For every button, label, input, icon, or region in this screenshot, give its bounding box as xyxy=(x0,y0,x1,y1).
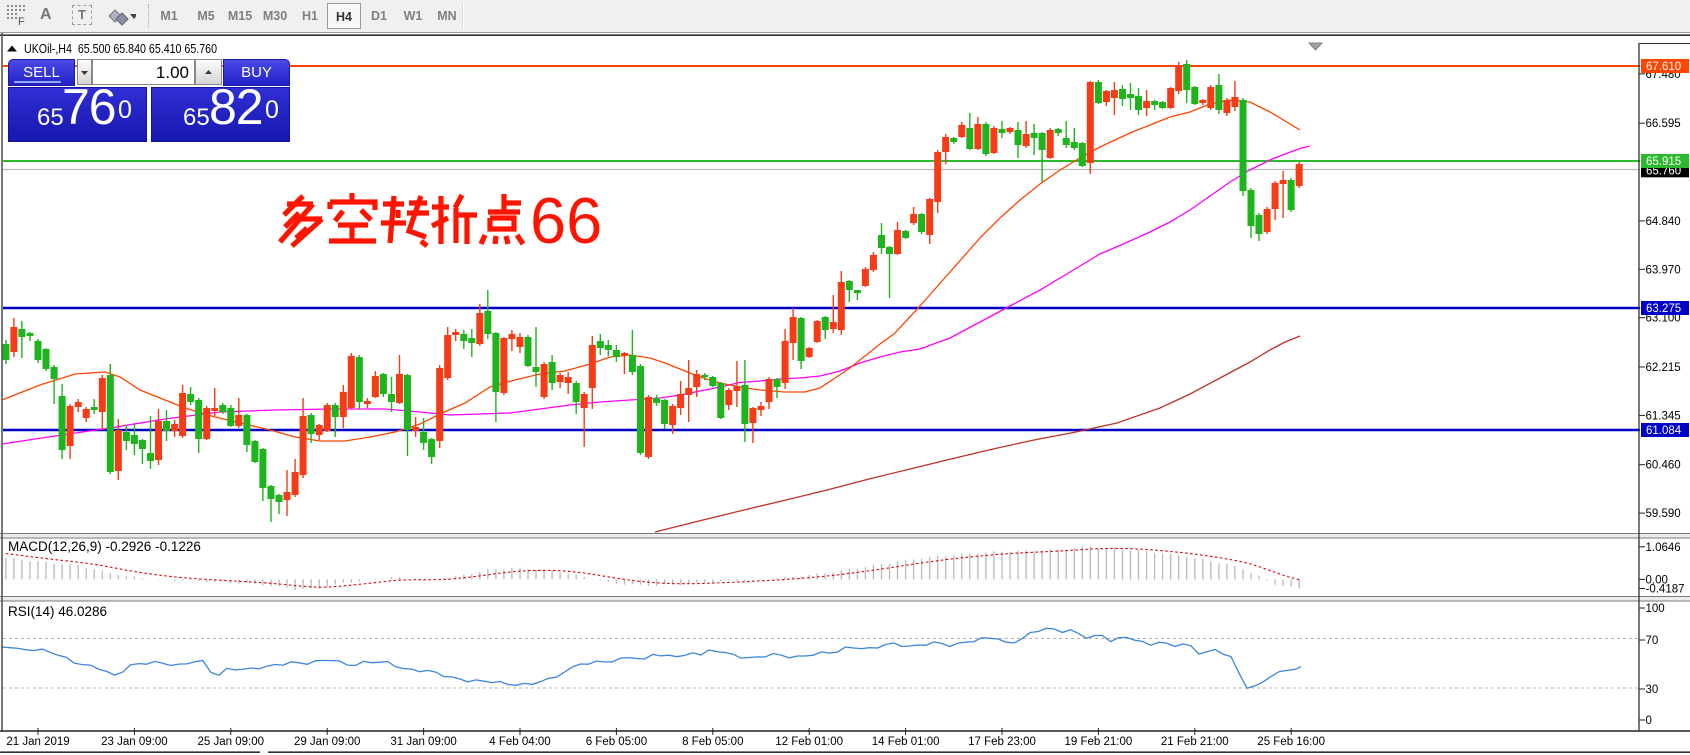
svg-text:30: 30 xyxy=(1646,684,1659,696)
svg-text:63.275: 63.275 xyxy=(1646,303,1681,315)
svg-text:1.0646: 1.0646 xyxy=(1646,542,1681,554)
svg-text:0.00: 0.00 xyxy=(1646,574,1668,586)
svg-text:63.970: 63.970 xyxy=(1646,264,1681,276)
svg-text:63.100: 63.100 xyxy=(1646,313,1681,325)
svg-text:70: 70 xyxy=(1646,635,1659,647)
svg-text:25 Jan 09:00: 25 Jan 09:00 xyxy=(198,736,265,748)
svg-text:8 Feb 05:00: 8 Feb 05:00 xyxy=(682,736,743,748)
svg-text:MACD(12,26,9) -0.2926 -0.1226: MACD(12,26,9) -0.2926 -0.1226 xyxy=(8,539,201,554)
svg-text:31 Jan 09:00: 31 Jan 09:00 xyxy=(390,736,457,748)
svg-text:59.590: 59.590 xyxy=(1646,508,1681,520)
svg-text:67.610: 67.610 xyxy=(1646,61,1681,73)
svg-text:23 Jan 09:00: 23 Jan 09:00 xyxy=(101,736,168,748)
svg-text:6 Feb 05:00: 6 Feb 05:00 xyxy=(586,736,647,748)
svg-text:61.084: 61.084 xyxy=(1646,425,1682,437)
svg-text:17 Feb 23:00: 17 Feb 23:00 xyxy=(968,736,1036,748)
svg-text:62.215: 62.215 xyxy=(1646,362,1681,374)
svg-text:4 Feb 04:00: 4 Feb 04:00 xyxy=(489,736,550,748)
svg-text:64.840: 64.840 xyxy=(1646,216,1681,228)
svg-text:21 Feb 21:00: 21 Feb 21:00 xyxy=(1161,736,1229,748)
svg-text:-0.4187: -0.4187 xyxy=(1646,584,1685,596)
svg-text:66: 66 xyxy=(530,184,602,257)
svg-text:65.760: 65.760 xyxy=(1646,166,1681,178)
svg-text:12 Feb 01:00: 12 Feb 01:00 xyxy=(775,736,843,748)
svg-text:19 Feb 21:00: 19 Feb 21:00 xyxy=(1065,736,1133,748)
svg-text:100: 100 xyxy=(1646,603,1665,615)
svg-text:61.345: 61.345 xyxy=(1646,410,1681,422)
svg-text:0: 0 xyxy=(1646,715,1652,727)
svg-text:21 Jan 2019: 21 Jan 2019 xyxy=(6,736,69,748)
svg-text:60.460: 60.460 xyxy=(1646,460,1681,472)
svg-text:25 Feb 16:00: 25 Feb 16:00 xyxy=(1257,736,1325,748)
svg-text:RSI(14) 46.0286: RSI(14) 46.0286 xyxy=(8,604,107,619)
svg-text:14 Feb 01:00: 14 Feb 01:00 xyxy=(872,736,940,748)
svg-text:UKOil-,H4 65.500 65.840 65.41: UKOil-,H4 65.500 65.840 65.410 65.760 xyxy=(24,41,217,56)
svg-text:F: F xyxy=(18,16,25,28)
svg-text:66.595: 66.595 xyxy=(1646,118,1681,130)
svg-text:29 Jan 09:00: 29 Jan 09:00 xyxy=(294,736,361,748)
svg-text:65.915: 65.915 xyxy=(1646,156,1681,168)
